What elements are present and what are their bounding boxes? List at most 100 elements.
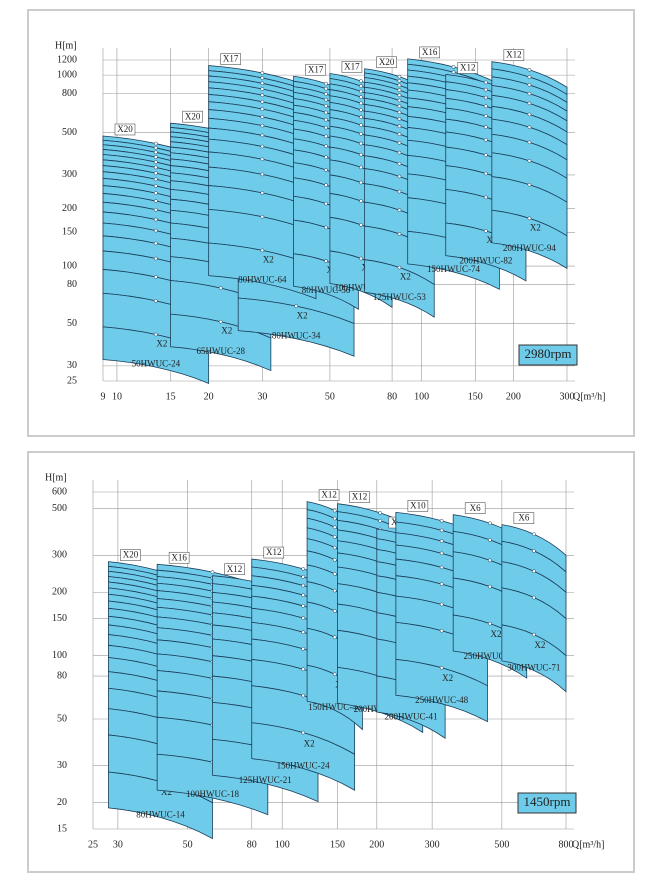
pump-name: 80HWUC-14: [136, 810, 185, 820]
stage-label: X16: [422, 47, 438, 57]
duty-point: [332, 545, 337, 550]
duty-point: [488, 558, 492, 563]
duty-point: [359, 79, 363, 83]
duty-point: [301, 667, 306, 672]
stage-label-box: [457, 62, 479, 74]
duty-point: [484, 229, 488, 233]
duty-point: [359, 123, 363, 127]
y-tick-label: 150: [52, 613, 67, 624]
x-tick-label: 80: [387, 391, 397, 402]
duty-point: [332, 588, 337, 593]
pump-region: [237, 297, 355, 357]
stage-label: X2: [161, 787, 172, 797]
x-tick-label: 150: [468, 391, 483, 402]
duty-point: [301, 583, 306, 588]
duty-point: [260, 133, 265, 138]
duty-point: [532, 569, 536, 574]
x-tick-label: 50: [183, 839, 193, 850]
pump-name: 150HWUC-24: [277, 761, 330, 771]
duty-point: [484, 104, 488, 109]
pump-name: 150HWUC-46: [308, 702, 361, 712]
duty-point: [359, 256, 363, 261]
duty-point: [359, 95, 363, 100]
pump-region: [102, 326, 210, 384]
stage-label-box: [349, 491, 370, 503]
stage-label: X2: [304, 738, 315, 748]
stage-label: X6: [470, 503, 481, 513]
duty-point: [527, 125, 532, 130]
stage-label-box: [376, 56, 397, 69]
duty-point: [451, 70, 456, 75]
duty-point: [260, 115, 265, 119]
duty-point: [301, 567, 306, 571]
x-tick-label: 30: [257, 391, 267, 402]
duty-point: [397, 83, 402, 88]
pump-name: 300HWUC-71: [507, 662, 560, 672]
duty-point: [484, 153, 488, 157]
x-tick-label: 100: [414, 391, 429, 402]
x-tick-label: 30: [113, 839, 123, 850]
pump-region: [407, 230, 500, 290]
duty-point: [439, 528, 444, 533]
duty-point: [527, 67, 532, 72]
pump-name: 125HWUC-53: [373, 292, 426, 302]
duty-point: [451, 65, 456, 69]
duty-point: [484, 138, 488, 142]
stage-label: X16: [171, 552, 187, 562]
pump-name: 150HWUC-74: [427, 264, 480, 274]
stage-label: X2: [400, 272, 411, 282]
duty-point: [359, 152, 363, 157]
duty-point: [397, 150, 402, 155]
duty-point: [153, 241, 158, 246]
duty-point: [324, 92, 328, 96]
x-tick-label: 15: [166, 391, 176, 402]
duty-point: [153, 141, 158, 146]
x-tick-label: 500: [494, 839, 509, 850]
pump-region: [251, 722, 356, 791]
x-axis-label: Q[m³/h]: [572, 839, 604, 850]
pump-name: 125HWUC-21: [239, 775, 292, 785]
speed-label: 2980rpm: [525, 346, 572, 361]
stage-label-box: [220, 53, 241, 65]
y-tick-label: 30: [67, 360, 77, 371]
speed-box: [518, 344, 578, 366]
pump-region: [501, 624, 567, 693]
duty-point: [484, 195, 488, 200]
stage-label: X2: [297, 310, 308, 320]
duty-point: [484, 80, 488, 85]
pump-name: 250HWUC-80: [463, 651, 516, 661]
duty-point: [439, 602, 444, 607]
duty-point: [301, 630, 306, 635]
y-tick-label: 30: [57, 760, 67, 771]
duty-point: [439, 551, 444, 556]
duty-point: [153, 184, 158, 188]
duty-point: [324, 183, 328, 187]
duty-point: [294, 304, 298, 308]
pump-region: [364, 259, 435, 318]
duty-point: [332, 609, 337, 613]
y-tick-label: 15: [57, 823, 67, 834]
chart: 25 30 50 80 100 150 200 300 500 800 15 20 30 50 80 100 1…: [45, 472, 604, 850]
y-axis-label: H[m]: [55, 40, 77, 51]
duty-point: [359, 115, 363, 120]
duty-point: [397, 93, 402, 97]
pump-region: [491, 209, 568, 270]
x-axis-label: Q[m³/h]: [573, 391, 605, 402]
stage-label: X10: [410, 500, 426, 510]
duty-point: [439, 518, 444, 523]
stage-label: X20: [379, 57, 395, 67]
duty-point: [359, 84, 363, 88]
y-tick-label: 20: [57, 797, 67, 808]
duty-point: [532, 532, 536, 537]
duty-point: [484, 87, 488, 92]
duty-point: [332, 508, 337, 513]
duty-point: [324, 110, 328, 115]
stage-label: X2: [442, 673, 453, 683]
duty-point: [527, 182, 532, 187]
pump-region: [395, 658, 488, 723]
pump-region: [170, 313, 272, 372]
duty-point: [260, 99, 265, 104]
duty-point: [397, 174, 402, 179]
stage-label: X17: [223, 54, 239, 64]
duty-point: [378, 510, 382, 515]
